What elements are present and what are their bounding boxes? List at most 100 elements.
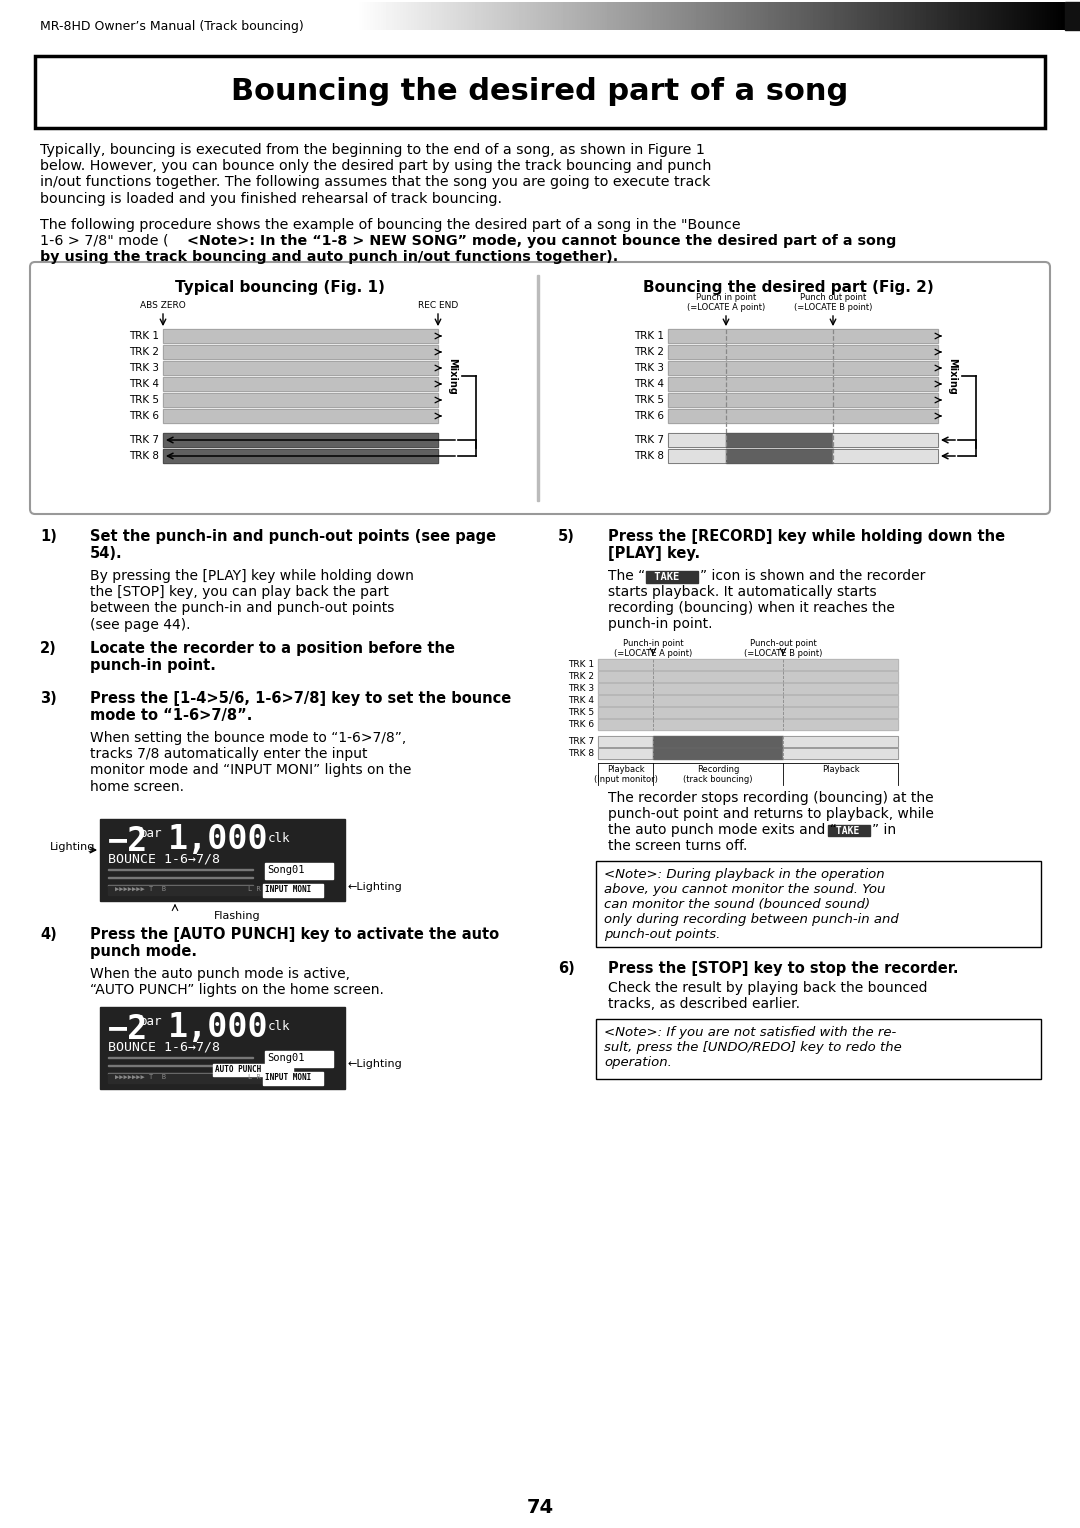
Bar xyxy=(265,1051,333,1067)
Text: TRK 1: TRK 1 xyxy=(568,660,594,669)
Bar xyxy=(598,749,653,759)
Text: TRK 2: TRK 2 xyxy=(129,347,159,358)
Text: ←Lighting: ←Lighting xyxy=(348,882,403,892)
Bar xyxy=(942,329,962,423)
Bar xyxy=(669,361,939,374)
Text: ▶▶▶▶▶▶▶ T  B: ▶▶▶▶▶▶▶ T B xyxy=(114,1074,166,1080)
Text: Press the [1-4>5/6, 1-6>7/8] key to set the bounce
mode to “1-6>7/8”.: Press the [1-4>5/6, 1-6>7/8] key to set … xyxy=(90,691,511,723)
Bar xyxy=(669,377,939,391)
Text: 74: 74 xyxy=(526,1497,554,1517)
Text: REC END: REC END xyxy=(418,301,458,310)
Bar xyxy=(163,410,438,423)
Text: TRK 2: TRK 2 xyxy=(568,672,594,681)
Bar xyxy=(598,749,897,759)
Bar xyxy=(669,449,726,463)
Bar xyxy=(598,683,897,694)
Bar xyxy=(163,432,438,448)
Bar xyxy=(163,449,438,463)
Text: ▶▶▶▶▶▶▶ T  B: ▶▶▶▶▶▶▶ T B xyxy=(114,886,166,892)
Text: Check the result by playing back the bounced
tracks, as described earlier.: Check the result by playing back the bou… xyxy=(608,981,928,1012)
Text: 6): 6) xyxy=(558,961,575,976)
Text: TRK 6: TRK 6 xyxy=(634,411,664,422)
Text: 1): 1) xyxy=(40,529,57,544)
Text: by using the track bouncing and auto punch in/out functions together).: by using the track bouncing and auto pun… xyxy=(40,251,618,264)
Text: −2: −2 xyxy=(108,1013,148,1047)
Text: TRK 6: TRK 6 xyxy=(568,720,594,729)
Text: 1,000: 1,000 xyxy=(168,824,269,856)
Bar xyxy=(163,329,438,342)
Bar xyxy=(669,432,939,448)
Text: Flashing: Flashing xyxy=(214,911,260,921)
Text: clk: clk xyxy=(268,833,291,845)
Text: ” in: ” in xyxy=(872,824,896,837)
Text: The “: The “ xyxy=(608,568,645,584)
Text: Press the [RECORD] key while holding down the
[PLAY] key.: Press the [RECORD] key while holding dow… xyxy=(608,529,1005,561)
Bar xyxy=(669,393,939,406)
Text: bar: bar xyxy=(140,1015,162,1028)
Text: TRK 5: TRK 5 xyxy=(568,707,594,717)
FancyBboxPatch shape xyxy=(30,261,1050,513)
Bar xyxy=(598,736,653,747)
Text: TRK 3: TRK 3 xyxy=(634,364,664,373)
Bar xyxy=(264,1073,323,1085)
Text: L R: L R xyxy=(248,1074,260,1080)
Bar xyxy=(669,410,939,423)
Text: Mixing: Mixing xyxy=(447,358,457,394)
Bar xyxy=(598,707,897,718)
Text: ←Lighting: ←Lighting xyxy=(348,1059,403,1070)
Text: TRK 8: TRK 8 xyxy=(129,451,159,461)
Text: TRK 1: TRK 1 xyxy=(634,332,664,341)
Bar xyxy=(669,449,939,463)
Bar xyxy=(726,449,833,463)
Text: When setting the bounce mode to “1-6>7/8”,
tracks 7/8 automatically enter the in: When setting the bounce mode to “1-6>7/8… xyxy=(90,730,411,793)
Bar xyxy=(598,695,897,706)
Text: Song01: Song01 xyxy=(267,865,305,876)
Bar xyxy=(442,329,462,423)
Bar xyxy=(783,749,897,759)
Text: Press the [AUTO PUNCH] key to activate the auto
punch mode.: Press the [AUTO PUNCH] key to activate t… xyxy=(90,927,499,960)
Text: Recording
(track bouncing): Recording (track bouncing) xyxy=(684,766,753,784)
Text: TRK 3: TRK 3 xyxy=(568,685,594,694)
Bar xyxy=(264,885,323,897)
Bar xyxy=(108,886,318,895)
Bar xyxy=(163,345,438,359)
Text: clk: clk xyxy=(268,1021,291,1033)
Bar xyxy=(265,863,333,879)
Text: 3): 3) xyxy=(40,691,57,706)
Text: TRK 8: TRK 8 xyxy=(568,749,594,758)
Text: the auto punch mode exits and “: the auto punch mode exits and “ xyxy=(608,824,837,837)
Text: TRK 5: TRK 5 xyxy=(634,396,664,405)
Bar xyxy=(35,57,1045,128)
Bar xyxy=(598,720,897,730)
Bar xyxy=(669,410,939,423)
Bar xyxy=(598,671,897,681)
Text: Mixing: Mixing xyxy=(947,358,957,394)
Text: Typical bouncing (Fig. 1): Typical bouncing (Fig. 1) xyxy=(175,280,384,295)
Bar xyxy=(163,345,438,359)
Text: Punch out point
(=LOCATE B point): Punch out point (=LOCATE B point) xyxy=(794,293,873,312)
Text: Playback: Playback xyxy=(822,766,860,775)
Text: When the auto punch mode is active,
“AUTO PUNCH” lights on the home screen.: When the auto punch mode is active, “AUT… xyxy=(90,967,383,998)
Text: TRK 7: TRK 7 xyxy=(634,435,664,445)
Text: TAKE: TAKE xyxy=(831,827,865,836)
Text: TRK 4: TRK 4 xyxy=(634,379,664,390)
Text: TRK 4: TRK 4 xyxy=(129,379,159,390)
Text: TRK 7: TRK 7 xyxy=(568,736,594,746)
Text: <Note>: If you are not satisfied with the re-
sult, press the [UNDO/REDO] key to: <Note>: If you are not satisfied with th… xyxy=(604,1025,902,1070)
Text: BOUNCE 1-6→7/8: BOUNCE 1-6→7/8 xyxy=(108,853,220,866)
Bar xyxy=(828,825,870,836)
Text: TRK 4: TRK 4 xyxy=(568,695,594,704)
Text: 4): 4) xyxy=(40,927,57,941)
Text: Set the punch-in and punch-out points (see page
54).: Set the punch-in and punch-out points (s… xyxy=(90,529,496,561)
Text: 2): 2) xyxy=(40,642,57,656)
Text: Lighting: Lighting xyxy=(50,842,95,853)
Text: Punch in point
(=LOCATE A point): Punch in point (=LOCATE A point) xyxy=(687,293,765,312)
Bar xyxy=(163,361,438,374)
Text: Locate the recorder to a position before the
punch-in point.: Locate the recorder to a position before… xyxy=(90,642,455,674)
Bar xyxy=(163,377,438,391)
Text: 1,000: 1,000 xyxy=(168,1012,269,1044)
Bar xyxy=(213,1063,293,1076)
Bar xyxy=(1065,2,1080,31)
Bar xyxy=(163,432,438,448)
Bar xyxy=(596,860,1041,947)
